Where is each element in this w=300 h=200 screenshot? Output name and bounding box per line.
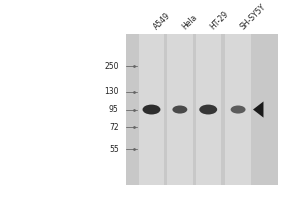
Text: SH-SY5Y: SH-SY5Y: [238, 2, 267, 31]
Text: 72: 72: [109, 123, 118, 132]
Bar: [225, 34, 251, 185]
Text: 95: 95: [109, 105, 118, 114]
Text: 130: 130: [104, 87, 118, 96]
Ellipse shape: [142, 105, 160, 114]
Ellipse shape: [199, 105, 217, 114]
Bar: [139, 34, 164, 185]
Bar: [126, 34, 278, 185]
Ellipse shape: [172, 105, 187, 114]
Text: A549: A549: [152, 11, 172, 31]
Text: Hela: Hela: [180, 13, 199, 31]
Bar: [196, 34, 221, 185]
Text: 55: 55: [109, 145, 118, 154]
Polygon shape: [253, 101, 263, 118]
Text: HT-29: HT-29: [208, 10, 230, 31]
Bar: [167, 34, 193, 185]
Ellipse shape: [231, 105, 246, 114]
Text: 250: 250: [104, 62, 118, 71]
